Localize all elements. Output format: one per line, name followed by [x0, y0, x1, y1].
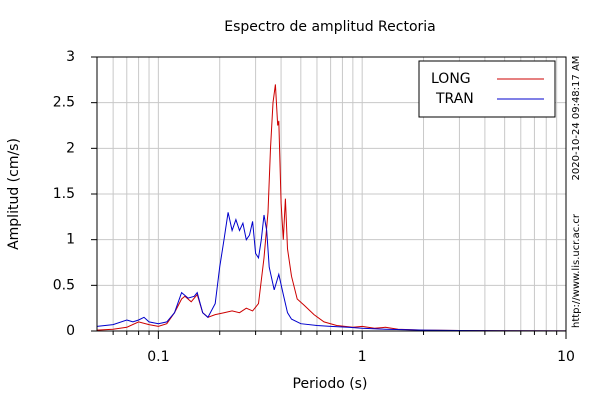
- legend-label: TRAN: [435, 91, 474, 107]
- y-tick-label: 0: [66, 323, 75, 339]
- line-series: [96, 212, 567, 332]
- y-tick-label: 1.5: [53, 186, 75, 202]
- line-series: [96, 84, 567, 332]
- side-note: 2020-10-24 09:48:17 AM: [571, 56, 582, 181]
- legend-box: [418, 60, 556, 118]
- y-tick-label: 3: [66, 49, 75, 65]
- y-tick-label: 1: [66, 232, 75, 248]
- x-tick-label: 1: [358, 349, 367, 365]
- y-tick-label: 0.5: [53, 277, 75, 293]
- x-axis-label: Periodo (s): [293, 376, 368, 392]
- legend-label: LONG: [431, 71, 471, 87]
- chart-title: Espectro de amplitud Rectoria: [224, 19, 436, 35]
- y-tick-label: 2.5: [53, 95, 75, 111]
- y-tick-label: 2: [66, 140, 75, 156]
- side-note: http://www.lis.ucr.ac.cr: [571, 213, 582, 328]
- y-axis-label: Amplitud (cm/s): [6, 138, 22, 250]
- x-tick-label: 10: [557, 349, 575, 365]
- x-tick-label: 0.1: [147, 349, 169, 365]
- plot-frame: [96, 56, 567, 332]
